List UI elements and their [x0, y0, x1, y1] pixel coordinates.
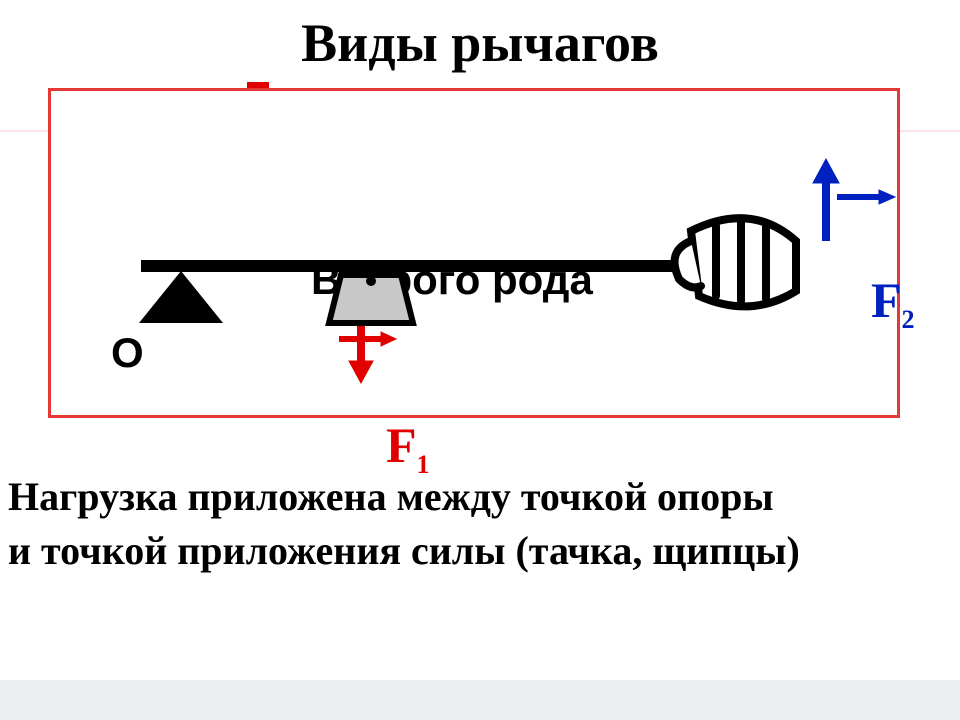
caption-line-2: и точкой приложения силы (тачка, щипцы) — [8, 528, 800, 573]
force-f2-vector-bar — [837, 190, 895, 204]
force-f2-arrow — [813, 159, 839, 241]
load-weight — [329, 275, 413, 323]
f1-letter: F — [386, 417, 417, 473]
page-title: Виды рычагов — [0, 12, 960, 74]
lever-diagram — [51, 91, 897, 415]
caption-text: Нагрузка приложена между точкой опоры и … — [0, 470, 960, 578]
slide: Виды рычагов Второго рода O F1 F2 — [0, 0, 960, 720]
diagram-frame: Второго рода O F1 F2 — [48, 88, 900, 418]
f2-subscript: 2 — [902, 305, 915, 334]
caption-line-1: Нагрузка приложена между точкой опоры — [8, 474, 774, 519]
force-f1-arrow — [339, 326, 396, 383]
footer-band — [0, 680, 960, 720]
fulcrum-triangle — [139, 271, 223, 323]
hand-icon — [675, 218, 796, 306]
